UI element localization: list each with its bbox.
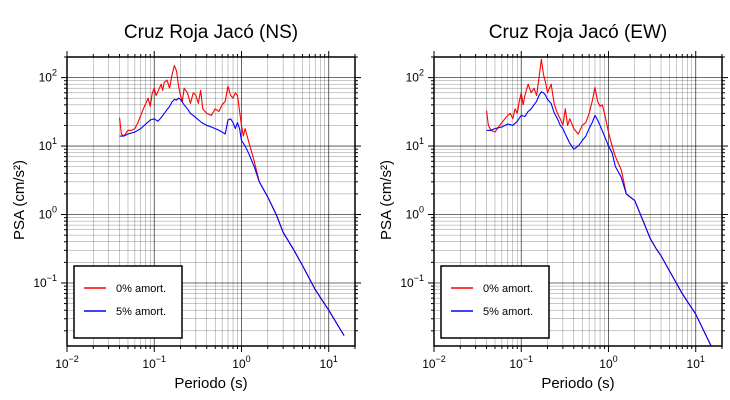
plot-border [433,56,723,347]
x-tick-label: 10−2 [422,354,446,371]
legend: 0% amort. 5% amort. [73,265,183,339]
x-tick-label: 10−2 [55,354,79,371]
legend-box [440,265,550,339]
y-tick-label: 10−1 [33,273,57,290]
series-layer [118,65,345,336]
x-tick-label: 100 [232,354,250,371]
x-tick-label: 101 [687,354,705,371]
y-axis-label: PSA (cm/s²) [378,160,395,240]
plot-frame [61,51,361,352]
series-line-undamped [118,65,345,336]
chart-ew: Cruz Roja Jacó (EW) 10−2 10−1 100 10110−110… [378,22,728,392]
x-tick-label: 101 [320,354,338,371]
y-tick-label: 102 [39,68,57,85]
y-tick-label: 101 [406,136,424,153]
x-tick-label: 10−1 [509,354,533,371]
y-tick-label: 100 [406,205,424,222]
series-line-undamped [485,58,712,347]
y-tick-label: 10−1 [400,273,424,290]
chart-title: Cruz Roja Jacó (NS) [124,22,298,43]
legend-box [73,265,183,339]
plot-frame [428,51,728,352]
chart-title: Cruz Roja Jacó (EW) [489,22,667,43]
y-tick-label: 102 [406,68,424,85]
legend-label-damped: 5% amort. [116,306,166,318]
series-layer [485,58,712,347]
x-tick-label: 100 [599,354,617,371]
chart-ns: Cruz Roja Jacó (NS) 10−2 10−1 100 10110−110… [11,22,361,392]
plot-border [66,56,356,347]
y-tick-label: 100 [39,205,57,222]
x-axis-label: Periodo (s) [541,375,614,392]
x-axis-label: Periodo (s) [174,375,247,392]
y-tick-label: 101 [39,136,57,153]
x-tick-label: 10−1 [142,354,166,371]
series-line-damped [119,97,345,336]
series-line-damped [486,91,712,347]
y-axis-label: PSA (cm/s²) [11,160,28,240]
legend-label-undamped: 0% amort. [116,283,166,295]
legend-label-undamped: 0% amort. [483,283,533,295]
legend-label-damped: 5% amort. [483,306,533,318]
legend: 0% amort. 5% amort. [440,265,550,339]
tick-labels: 10−2 10−1 100 101 10−1 100 101 102 [400,68,705,371]
tick-labels: 10−2 10−1 100 101 10−1 100 101 102 [33,68,338,371]
